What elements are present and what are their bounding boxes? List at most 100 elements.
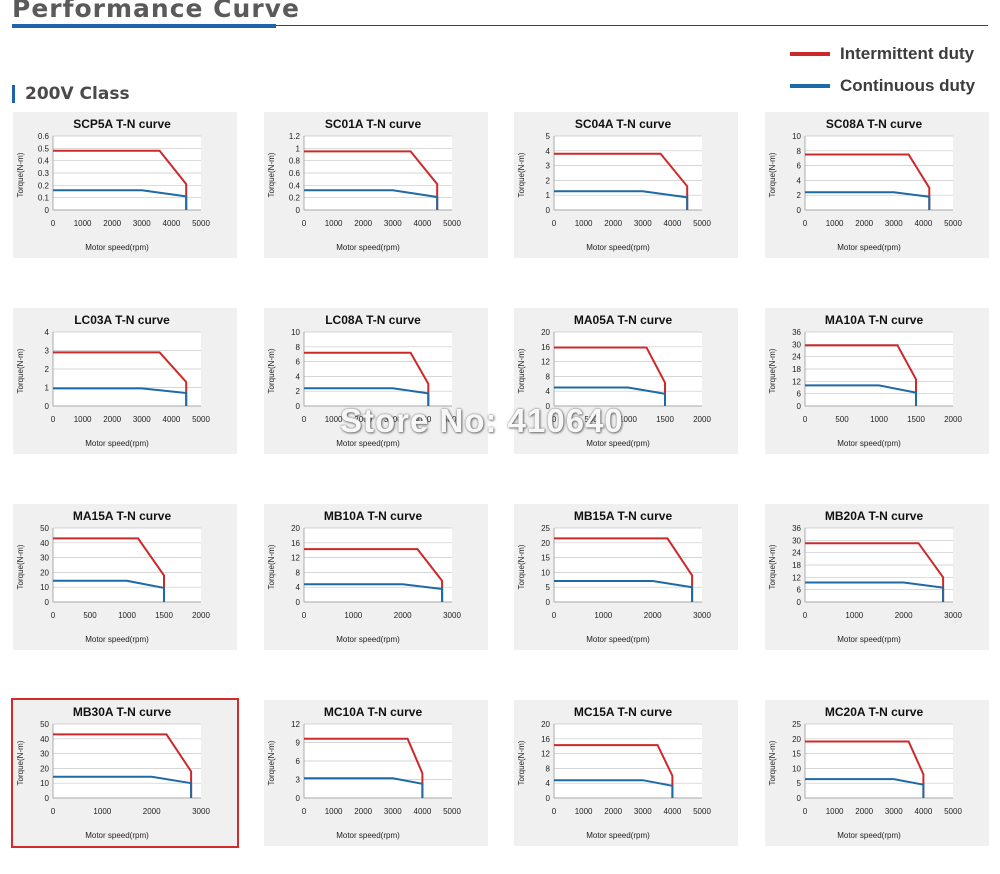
- y-tick-label: 0: [45, 206, 50, 215]
- x-tick-label: 2000: [604, 219, 622, 228]
- chart-svg: MB15A T-N curve 0 5 10 15 20 25 0 1000 2000 3000 To…: [517, 509, 711, 644]
- y-axis-label: Torque(N-m): [517, 348, 526, 393]
- x-axis-label: Motor speed(rpm): [586, 635, 650, 644]
- series-line-continuous: [805, 778, 925, 798]
- y-tick-label: 2: [546, 176, 551, 185]
- x-tick-label: 2000: [944, 415, 962, 424]
- x-axis-label: Motor speed(rpm): [336, 635, 400, 644]
- x-tick-label: 1000: [594, 611, 612, 620]
- y-tick-label: 0: [797, 402, 802, 411]
- x-axis-label: Motor speed(rpm): [837, 439, 901, 448]
- y-tick-label: 4: [546, 779, 551, 788]
- y-tick-label: 2: [797, 191, 802, 200]
- x-tick-label: 0: [803, 611, 808, 620]
- y-tick-label: 4: [296, 583, 301, 592]
- x-tick-label: 4000: [664, 807, 682, 816]
- series-line-continuous: [53, 387, 188, 406]
- x-tick-label: 5000: [192, 219, 210, 228]
- x-tick-label: 0: [552, 415, 557, 424]
- y-axis-label: Torque(N-m): [768, 544, 777, 589]
- y-tick-label: 4: [546, 387, 551, 396]
- chart-svg: MC20A T-N curve 0 5 10 15 20 25 0 1000 2000 3000 40…: [768, 705, 962, 840]
- series-line-continuous: [554, 190, 689, 210]
- y-tick-label: 0.1: [38, 194, 50, 203]
- y-tick-label: 16: [291, 539, 300, 548]
- chart-title: MB20A T-N curve: [825, 509, 924, 523]
- x-tick-label: 1500: [155, 611, 173, 620]
- x-tick-label: 3000: [192, 807, 210, 816]
- legend-label-continuous: Continuous duty: [840, 76, 976, 95]
- y-tick-label: 5: [546, 583, 551, 592]
- x-tick-label: 2000: [143, 807, 161, 816]
- y-tick-label: 12: [792, 377, 801, 386]
- y-tick-label: 8: [296, 568, 301, 577]
- y-axis-label: Torque(N-m): [517, 152, 526, 197]
- chart-panel-mc10a: MC10A T-N curve 0 3 6 9 12 0 1000 2000 3000 4000 50…: [264, 700, 488, 846]
- series-line-continuous: [53, 579, 165, 602]
- x-tick-label: 3000: [634, 219, 652, 228]
- x-tick-label: 2000: [354, 807, 372, 816]
- x-tick-label: 2000: [693, 415, 711, 424]
- x-tick-label: 1000: [325, 219, 343, 228]
- y-axis-label: Torque(N-m): [267, 544, 276, 589]
- y-tick-label: 4: [797, 176, 802, 185]
- y-axis-label: Torque(N-m): [16, 348, 25, 393]
- series-line-continuous: [304, 387, 430, 406]
- y-tick-label: 15: [541, 554, 550, 563]
- y-tick-label: 20: [541, 539, 550, 548]
- x-tick-label: 0: [51, 219, 56, 228]
- y-tick-label: 15: [792, 750, 801, 759]
- x-tick-label: 0: [302, 611, 307, 620]
- y-tick-label: 0.6: [38, 132, 50, 141]
- plot-area: [554, 136, 702, 210]
- y-tick-label: 2: [45, 365, 50, 374]
- x-axis-label: Motor speed(rpm): [837, 243, 901, 252]
- y-axis-label: Torque(N-m): [517, 544, 526, 589]
- x-axis-label: Motor speed(rpm): [586, 243, 650, 252]
- chart-svg: SC08A T-N curve 0 2 4 6 8 10 0 1000 2000 3000 4000 5…: [768, 117, 962, 252]
- y-tick-label: 6: [296, 358, 301, 367]
- x-tick-label: 2000: [103, 415, 121, 424]
- y-tick-label: 5: [797, 779, 802, 788]
- y-tick-label: 18: [792, 561, 801, 570]
- y-axis-label: Torque(N-m): [16, 740, 25, 785]
- y-tick-label: 24: [792, 353, 801, 362]
- chart-title: MA10A T-N curve: [825, 313, 924, 327]
- y-tick-label: 20: [40, 568, 49, 577]
- x-tick-label: 5000: [693, 219, 711, 228]
- chart-panel-scp5a: SCP5A T-N curve 0 0.1 0.2 0.3 0.4 0.5 0.6 0 1000 2…: [13, 112, 237, 258]
- y-tick-label: 4: [45, 328, 50, 337]
- x-tick-label: 5000: [944, 807, 962, 816]
- y-tick-label: 0.5: [38, 144, 50, 153]
- y-tick-label: 36: [792, 524, 801, 533]
- chart-title: MC15A T-N curve: [574, 705, 673, 719]
- y-tick-label: 25: [541, 524, 550, 533]
- chart-svg: LC03A T-N curve 0 1 2 3 4 0 1000 2000 3000 4000 500…: [16, 313, 210, 448]
- chart-svg: MB30A T-N curve 0 10 20 30 40 50 0 1000 2000 3000 T…: [16, 705, 210, 840]
- x-tick-label: 1000: [575, 807, 593, 816]
- y-tick-label: 8: [296, 343, 301, 352]
- y-tick-label: 0.3: [38, 169, 50, 178]
- plot-area: [53, 724, 201, 798]
- x-tick-label: 5000: [944, 219, 962, 228]
- x-axis-label: Motor speed(rpm): [837, 831, 901, 840]
- y-tick-label: 8: [546, 372, 551, 381]
- chart-title: MB10A T-N curve: [324, 509, 423, 523]
- chart-svg: LC08A T-N curve 0 2 4 6 8 10 0 1000 2000 3000 4000 5…: [267, 313, 461, 448]
- series-line-continuous: [53, 775, 193, 798]
- y-tick-label: 0: [296, 794, 301, 803]
- chart-title: MA05A T-N curve: [574, 313, 673, 327]
- plot-area: [304, 332, 452, 406]
- y-tick-label: 6: [797, 162, 802, 171]
- chart-svg: MB10A T-N curve 0 4 8 12 16 20 0 1000 2000 3000 Tor…: [267, 509, 461, 644]
- y-tick-label: 0: [296, 402, 301, 411]
- y-tick-label: 0: [797, 206, 802, 215]
- x-tick-label: 500: [584, 415, 598, 424]
- y-axis-label: Torque(N-m): [16, 544, 25, 589]
- legend-item-intermittent: Intermittent duty: [790, 44, 974, 64]
- chart-title: SC04A T-N curve: [575, 117, 672, 131]
- y-tick-label: 30: [40, 554, 49, 563]
- x-tick-label: 1000: [93, 807, 111, 816]
- y-tick-label: 18: [792, 365, 801, 374]
- y-tick-label: 20: [541, 720, 550, 729]
